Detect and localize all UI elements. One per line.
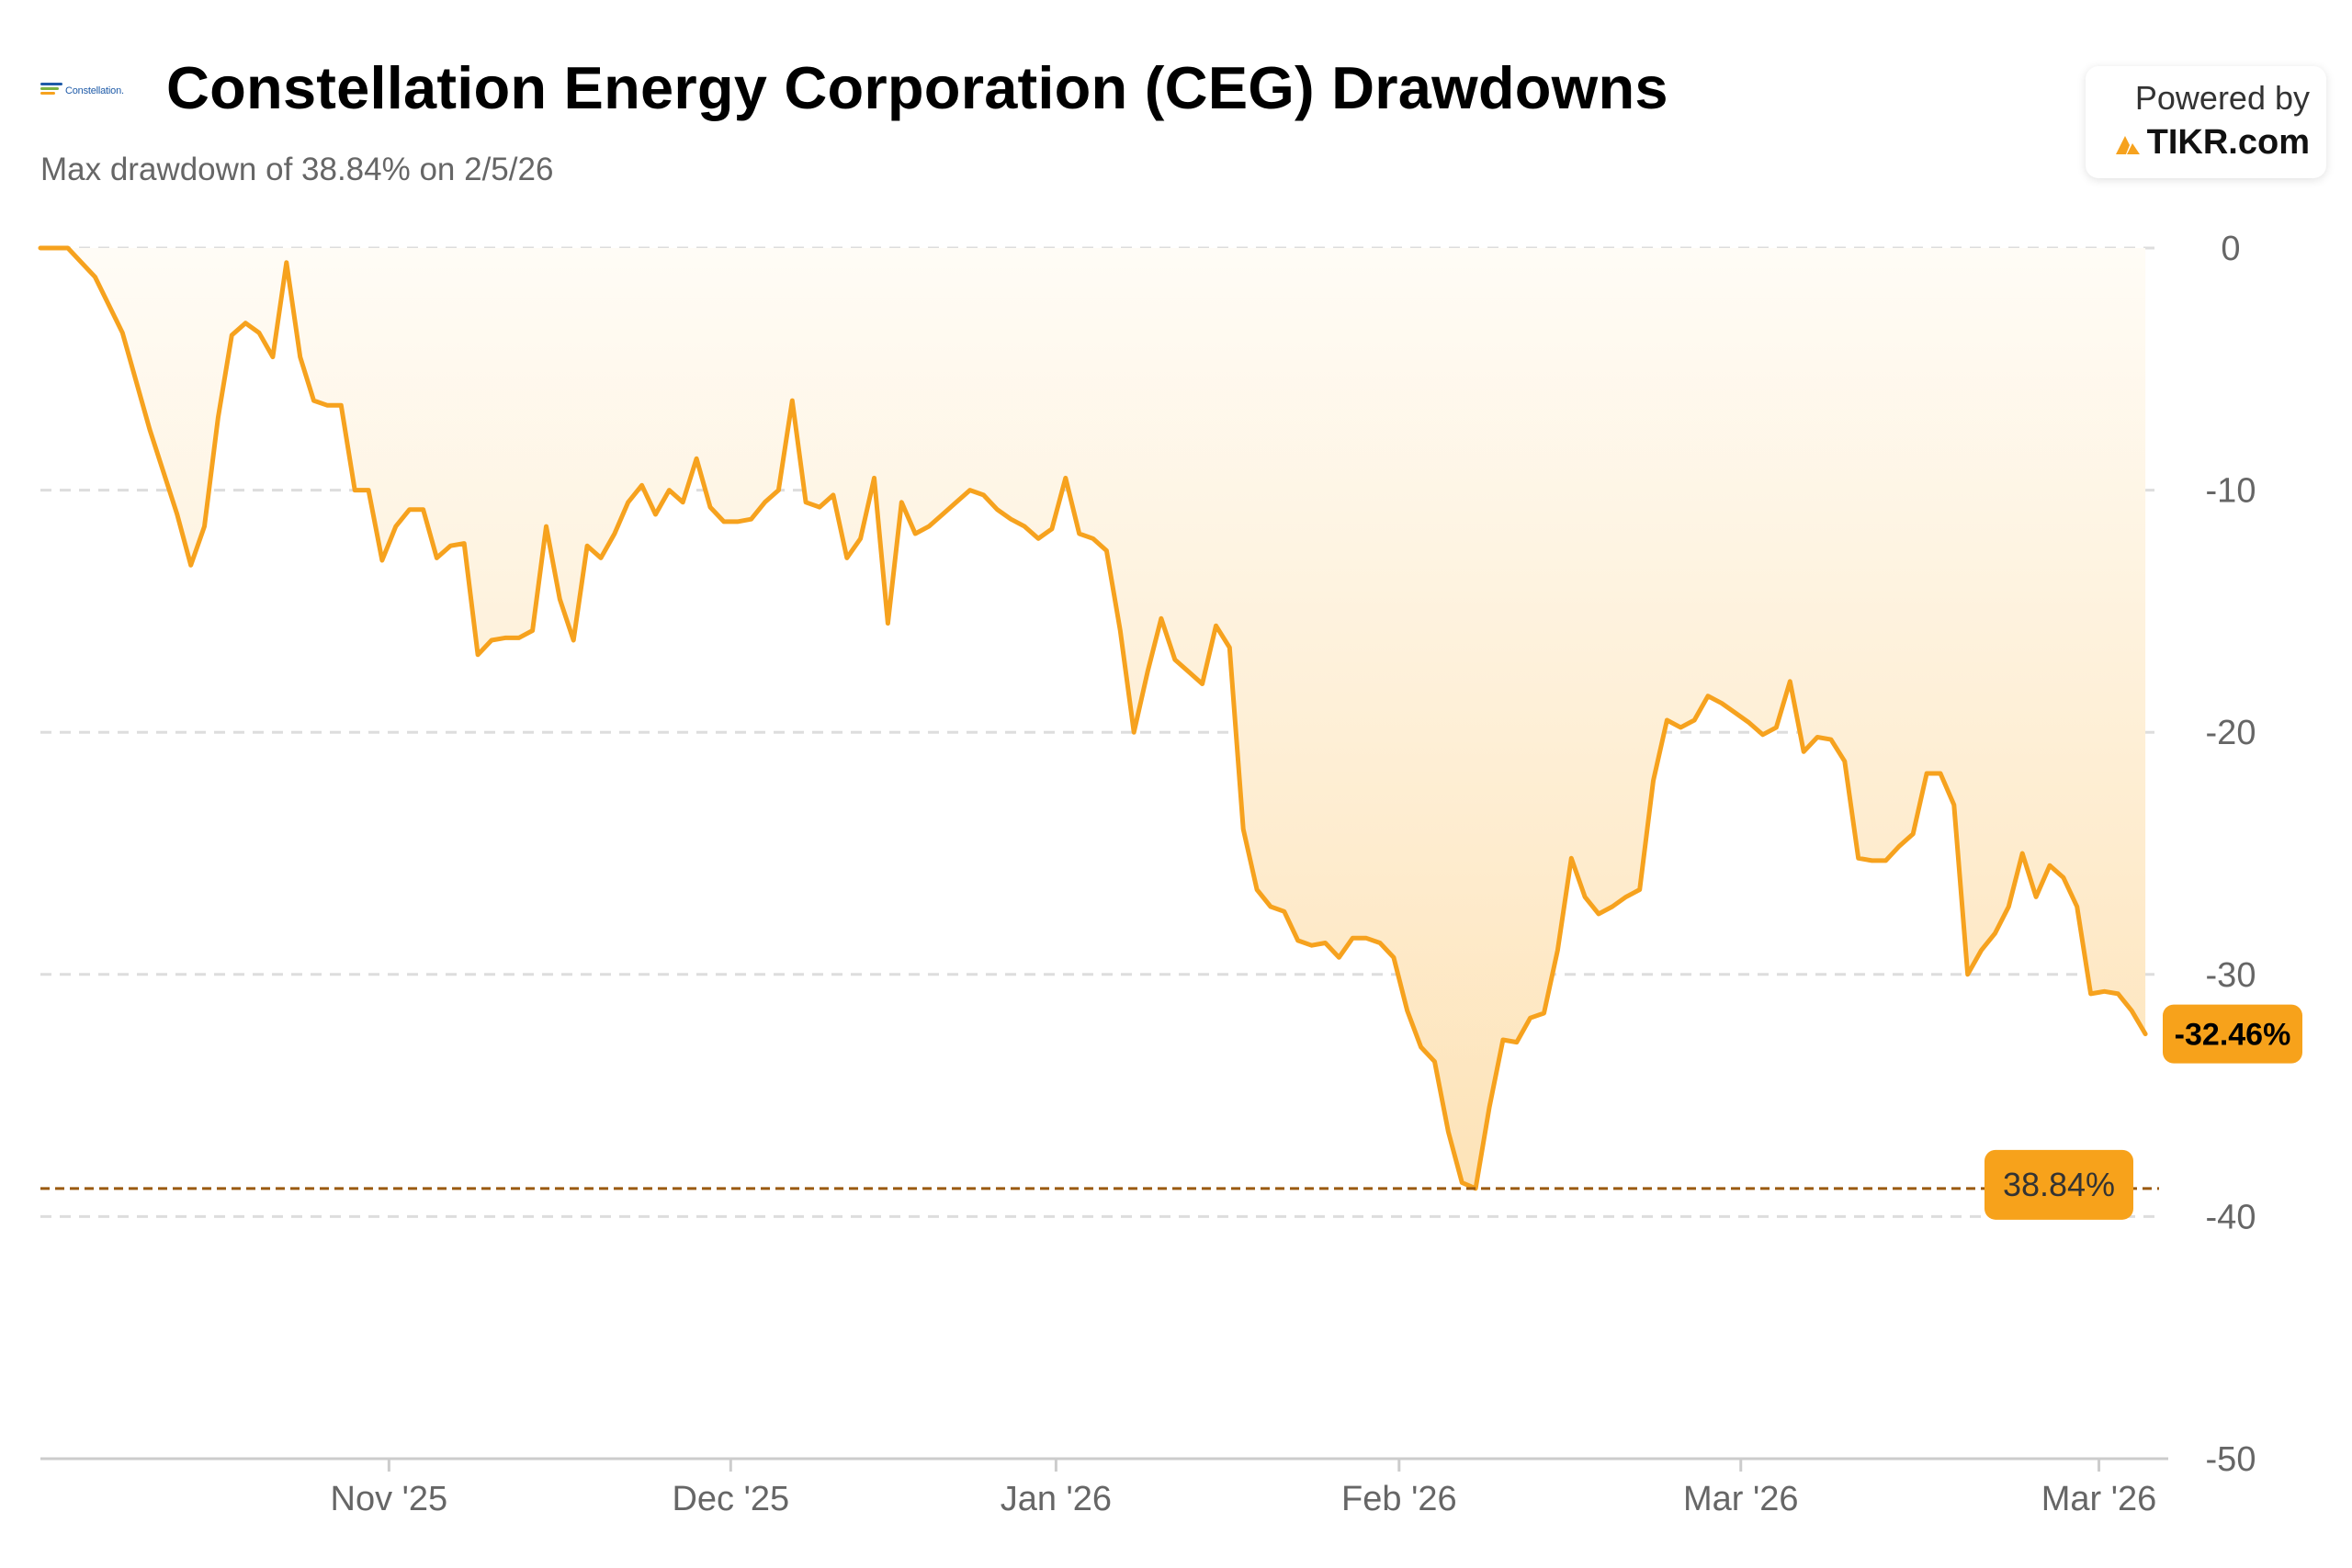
y-tick-label: -50 (2206, 1440, 2256, 1479)
y-tick-label: -40 (2206, 1198, 2256, 1236)
tikr-brand-text: TIKR.com (2146, 123, 2310, 162)
logo-bar-green (40, 87, 59, 90)
tikr-logo-icon (2115, 135, 2140, 154)
logo-text: Constellation. (65, 85, 124, 96)
x-tick-label: Dec '25 (672, 1480, 789, 1518)
current-value-label-box (2163, 1004, 2302, 1064)
chart-subtitle: Max drawdown of 38.84% on 2/5/26 (40, 152, 554, 187)
max-drawdown-label: 38.84% (2003, 1166, 2115, 1203)
current-value-label: -32.46% (2175, 1018, 2291, 1053)
max-drawdown-label-box (1984, 1149, 2133, 1220)
y-tick-label: -20 (2206, 714, 2256, 752)
max-drawdown-layer: 38.84% (40, 1149, 2159, 1220)
x-tick-label: Nov '25 (331, 1480, 448, 1518)
powered-by-badge[interactable]: Powered by TIKR.com (2086, 66, 2326, 178)
chart-title: Constellation Energy Corporation (CEG) D… (166, 54, 1668, 121)
logo-bar-orange (40, 92, 55, 95)
x-axis: Nov '25 Dec '25 Jan '26 Feb '26 Mar '26 Mar '… (40, 1457, 2168, 1518)
x-tick-label: Feb '26 (1341, 1480, 1457, 1518)
tikr-brand: TIKR.com (2114, 123, 2310, 163)
logo-bar-blue (40, 83, 62, 85)
y-tick-label: 0 (2221, 230, 2240, 268)
y-tick-label: -30 (2206, 956, 2256, 995)
constellation-logo: Constellation. (40, 79, 138, 99)
y-tick-label: -10 (2206, 472, 2256, 511)
x-tick-label: Mar '26 (1683, 1480, 1799, 1518)
drawdown-area-fill (40, 248, 2146, 1189)
area-layer (38, 245, 2148, 1191)
value-labels: -32.46% (2163, 1004, 2302, 1064)
x-tick-label: Jan '26 (1001, 1480, 1112, 1518)
powered-by-text: Powered by (2134, 79, 2310, 117)
drawdown-series-line (38, 245, 2148, 1191)
x-tick-label: Mar '26 (2041, 1480, 2157, 1518)
